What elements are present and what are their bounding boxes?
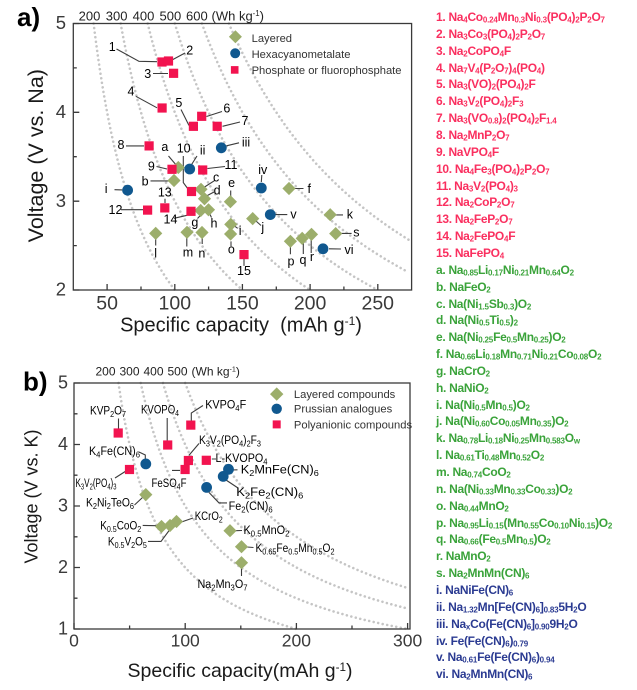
svg-text:200: 200	[294, 293, 327, 315]
svg-text:150: 150	[226, 293, 259, 315]
svg-text:K0.5MnO2: K0.5MnO2	[244, 525, 290, 539]
svg-text:c: c	[213, 170, 219, 184]
svg-text:K0.5CoO2: K0.5CoO2	[100, 520, 141, 534]
svg-text:100: 100	[171, 631, 200, 651]
svg-text:600: 600	[186, 8, 208, 23]
svg-text:12: 12	[109, 203, 123, 217]
svg-text:i: i	[239, 224, 242, 238]
svg-text:iv: iv	[258, 163, 268, 177]
svg-text:4: 4	[56, 101, 66, 122]
svg-text:Specific capacity (mAh g-1): Specific capacity (mAh g-1)	[120, 314, 362, 336]
svg-text:3: 3	[56, 190, 66, 211]
svg-text:14: 14	[164, 212, 178, 226]
svg-text:v: v	[290, 208, 297, 222]
svg-text:2: 2	[58, 557, 68, 577]
svg-text:s: s	[353, 226, 359, 240]
svg-text:Layered: Layered	[252, 33, 292, 45]
svg-text:Prussian analogues: Prussian analogues	[294, 404, 393, 416]
svg-text:Voltage (V vs. Na): Voltage (V vs. Na)	[24, 69, 48, 242]
svg-text:Na2Mn3O7: Na2Mn3O7	[198, 579, 248, 593]
svg-text:(Wh kg-1): (Wh kg-1)	[192, 364, 240, 378]
svg-text:Voltage (V vs. K): Voltage (V vs. K)	[22, 429, 42, 563]
svg-text:13: 13	[158, 185, 172, 199]
svg-text:l: l	[154, 246, 157, 260]
svg-text:o: o	[228, 243, 235, 257]
svg-text:2: 2	[186, 43, 193, 57]
svg-text:a): a)	[17, 2, 40, 32]
svg-text:f: f	[307, 182, 311, 196]
svg-text:r: r	[310, 250, 314, 264]
svg-text:KVPO4F: KVPO4F	[205, 400, 246, 414]
svg-text:K4Fe(CN)6: K4Fe(CN)6	[89, 446, 140, 460]
svg-text:4: 4	[128, 84, 135, 98]
svg-text:300: 300	[106, 8, 128, 23]
svg-text:200: 200	[282, 631, 311, 651]
svg-text:d: d	[214, 184, 221, 198]
svg-text:1: 1	[58, 619, 68, 639]
svg-text:L-KVOPO4: L-KVOPO4	[216, 453, 268, 467]
svg-text:m: m	[183, 246, 193, 260]
svg-text:0: 0	[69, 631, 79, 651]
svg-text:300: 300	[393, 631, 422, 651]
svg-text:5: 5	[56, 12, 66, 33]
svg-text:11: 11	[225, 158, 238, 172]
svg-text:2: 2	[56, 279, 66, 300]
svg-text:Hexacyanometalate: Hexacyanometalate	[252, 49, 351, 61]
svg-text:3: 3	[58, 496, 68, 516]
svg-text:K0.65Fe0.5Mn0.5O2: K0.65Fe0.5Mn0.5O2	[256, 543, 335, 557]
svg-text:KCrO2: KCrO2	[195, 511, 223, 525]
svg-text:i: i	[105, 182, 108, 196]
svg-text:g: g	[191, 215, 198, 229]
svg-text:Polyanionic compounds: Polyanionic compounds	[294, 419, 413, 431]
svg-text:(Wh kg-1): (Wh kg-1)	[212, 8, 264, 23]
svg-text:300: 300	[119, 364, 139, 378]
svg-text:K3V2(PO4)2F3: K3V2(PO4)2F3	[199, 435, 261, 449]
svg-text:5: 5	[175, 96, 182, 110]
svg-text:Fe2(CN)6: Fe2(CN)6	[229, 501, 273, 515]
svg-text:4: 4	[58, 434, 68, 454]
svg-text:200: 200	[95, 364, 115, 378]
svg-text:n: n	[198, 246, 205, 260]
svg-text:FeSO4F: FeSO4F	[152, 478, 187, 492]
svg-text:1: 1	[109, 40, 116, 54]
svg-text:b): b)	[23, 367, 48, 397]
svg-text:e: e	[228, 176, 235, 190]
svg-text:3: 3	[144, 67, 151, 81]
svg-text:vi: vi	[344, 243, 353, 257]
svg-text:5: 5	[58, 373, 68, 393]
svg-text:KVOPO4: KVOPO4	[141, 405, 179, 419]
svg-text:k: k	[347, 208, 354, 222]
svg-text:500: 500	[167, 364, 187, 378]
svg-text:h: h	[211, 216, 218, 230]
svg-text:200: 200	[79, 8, 101, 23]
svg-text:j: j	[260, 221, 264, 235]
svg-text:8: 8	[118, 138, 125, 152]
svg-text:Specific capacity(mAh g-1): Specific capacity(mAh g-1)	[128, 660, 353, 682]
svg-text:p: p	[288, 254, 295, 268]
svg-text:400: 400	[133, 8, 155, 23]
svg-text:500: 500	[160, 8, 182, 23]
svg-text:b: b	[142, 174, 149, 188]
svg-text:a: a	[161, 140, 168, 154]
svg-text:Phosphate or fluorophosphate: Phosphate or fluorophosphate	[252, 65, 402, 77]
svg-text:6: 6	[223, 101, 230, 115]
svg-text:Layered compounds: Layered compounds	[294, 389, 396, 401]
svg-text:100: 100	[159, 293, 192, 315]
svg-text:7: 7	[242, 114, 249, 128]
svg-text:9: 9	[148, 160, 155, 174]
svg-text:K2MnFe(CN)6: K2MnFe(CN) 6	[241, 464, 319, 478]
svg-text:50: 50	[96, 293, 118, 315]
svg-text:q: q	[300, 253, 307, 267]
svg-text:400: 400	[143, 364, 163, 378]
svg-text:ii: ii	[200, 143, 206, 157]
svg-text:KVP2O7: KVP2O7	[90, 406, 126, 420]
svg-text:K3V2(PO4)3: K3V2(PO4)3	[76, 478, 117, 492]
svg-text:250: 250	[361, 293, 394, 315]
svg-text:K0.5V2O5: K0.5V2O5	[108, 536, 147, 550]
svg-text:15: 15	[237, 264, 251, 278]
svg-text:10: 10	[177, 141, 191, 155]
svg-text:K2Ni2TeO6: K2Ni2TeO6	[86, 498, 134, 512]
svg-text:iii: iii	[242, 136, 250, 150]
